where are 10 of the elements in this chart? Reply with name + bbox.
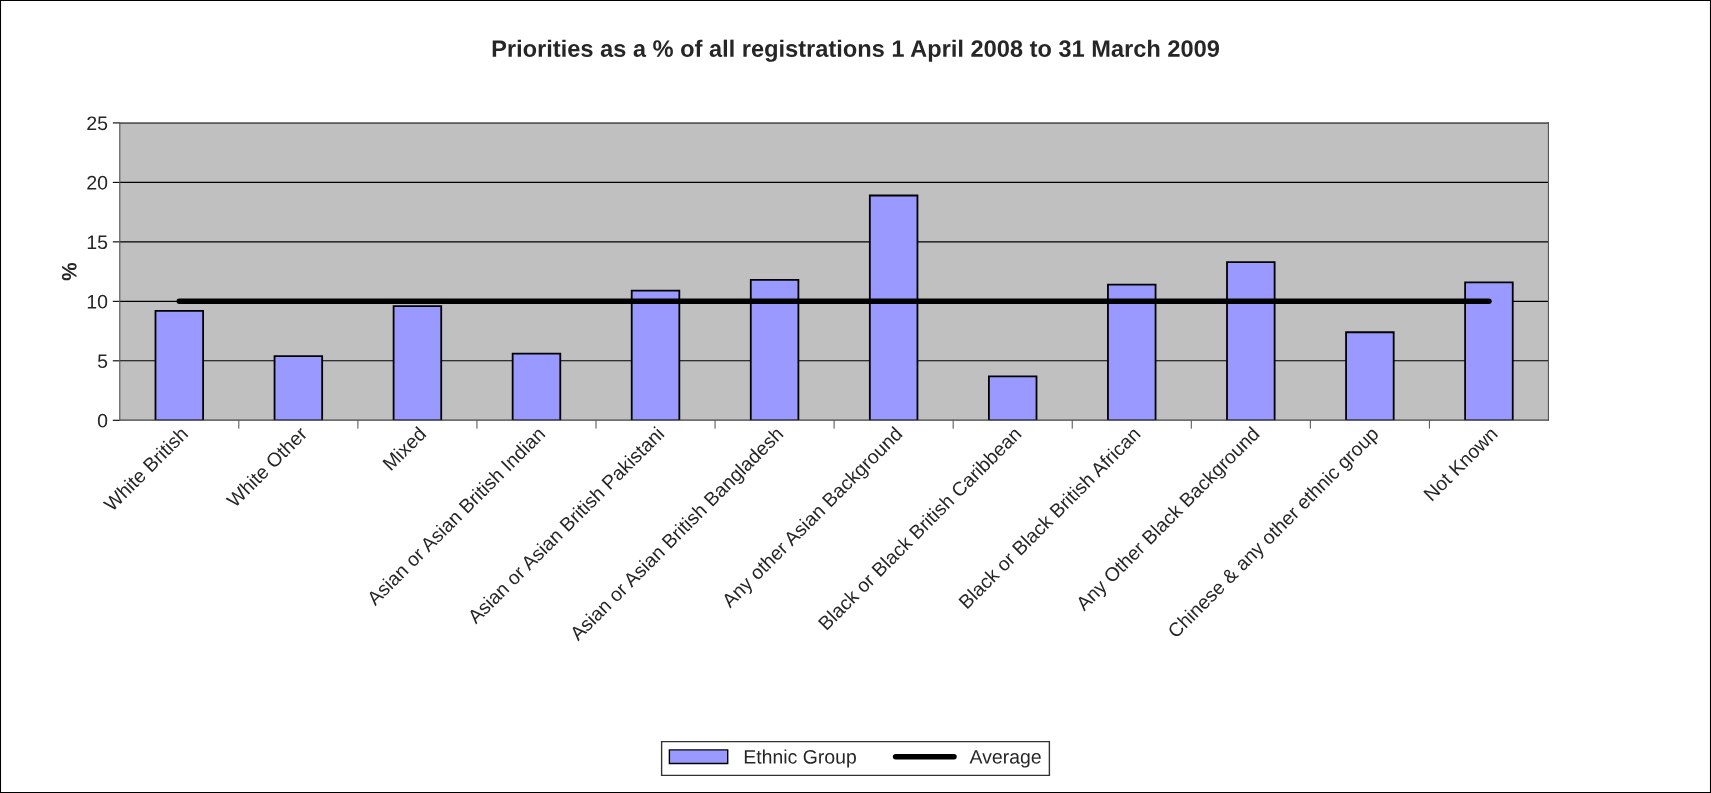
y-tick-label: 0	[97, 413, 108, 428]
y-tick-label: 15	[87, 235, 108, 250]
y-tick-label: 20	[87, 175, 108, 190]
y-axis-title: %	[61, 262, 77, 281]
y-tick-label: 25	[87, 116, 108, 131]
y-tick-label: 10	[87, 294, 108, 309]
legend-label: Average	[969, 750, 1041, 768]
y-tick-label: 5	[97, 354, 108, 369]
legend-label: Ethnic Group	[744, 749, 856, 768]
chart-title: Priorities as a % of all registrations 1 April 2008 to 31 March 2009	[492, 39, 1220, 62]
